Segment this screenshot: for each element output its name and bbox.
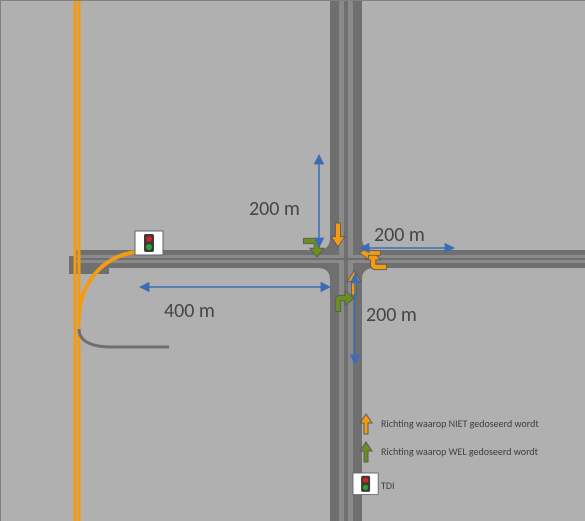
legend-label-1: Richting waarop NIET gedoseerd wordt — [381, 417, 539, 430]
legend-label-3: TDI — [381, 479, 395, 492]
legend-item-metered: Richting waarop WEL gedoseerd wordt — [381, 445, 538, 458]
label-200m-right: 200 m — [374, 223, 425, 247]
diagram-svg — [1, 1, 585, 521]
diagram-canvas: 400 m 200 m 200 m 200 m Richting waarop … — [0, 0, 585, 521]
legend-item-not-metered: Richting waarop NIET gedoseerd wordt — [381, 417, 539, 430]
legend-item-tdi: TDI — [381, 479, 395, 492]
legend-label-2: Richting waarop WEL gedoseerd wordt — [381, 445, 538, 458]
label-200m-top: 200 m — [249, 197, 300, 221]
label-200m-bottom: 200 m — [366, 303, 417, 327]
label-400m: 400 m — [164, 299, 215, 323]
